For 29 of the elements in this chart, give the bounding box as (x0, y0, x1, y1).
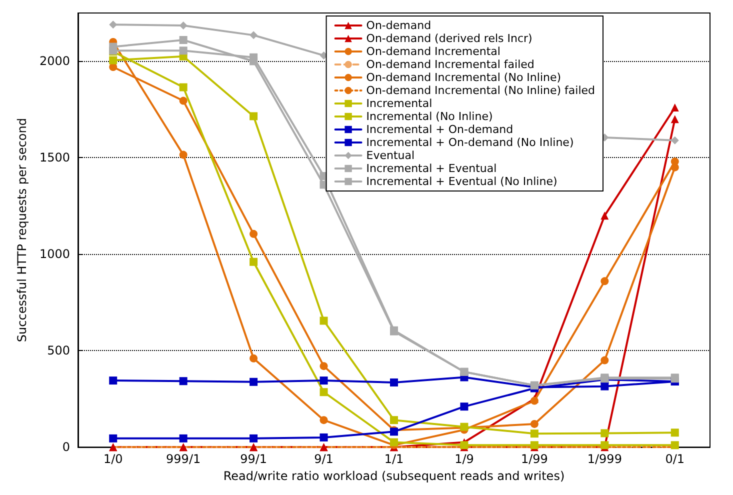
legend-label: Incremental + On-demand (No Inline) (366, 136, 574, 149)
legend-label: On-demand (366, 19, 432, 32)
x-tick-label: 99/1 (240, 452, 268, 466)
x-axis-title: Read/write ratio workload (subsequent reads and writes) (223, 469, 565, 483)
x-tick-label: 1/99 (520, 452, 548, 466)
legend-label: On-demand Incremental failed (366, 58, 534, 71)
y-tick-label: 1000 (39, 247, 70, 262)
x-tick-label: 1/999 (587, 452, 622, 466)
legend-label: On-demand Incremental (No Inline) failed (366, 84, 596, 97)
legend-label: Incremental (366, 97, 432, 110)
y-axis-title: Successful HTTP requests per second (15, 118, 29, 342)
legend-label: On-demand Incremental (No Inline) (366, 71, 562, 84)
x-tick-label: 0/1 (665, 452, 685, 466)
legend-label: Incremental + Eventual (No Inline) (366, 175, 558, 188)
legend-label: Eventual (366, 149, 415, 162)
x-tick-label: 9/1 (314, 452, 334, 466)
y-tick-label: 500 (47, 344, 70, 358)
y-tick-label: 0 (62, 440, 70, 454)
legend-label: On-demand Incremental (366, 45, 500, 58)
x-tick-label: 1/1 (384, 452, 404, 466)
x-tick-label: 1/9 (454, 452, 474, 466)
legend-label: Incremental + On-demand (366, 123, 514, 136)
legend-label: Incremental + Eventual (366, 162, 497, 175)
legend-label: Incremental (No Inline) (366, 110, 493, 123)
x-tick-label: 999/1 (166, 452, 201, 466)
x-tick-label: 1/0 (103, 452, 123, 466)
y-tick-label: 2000 (39, 54, 70, 68)
legend-label: On-demand (derived rels Incr) (366, 32, 532, 45)
y-tick-label: 1500 (39, 150, 70, 165)
